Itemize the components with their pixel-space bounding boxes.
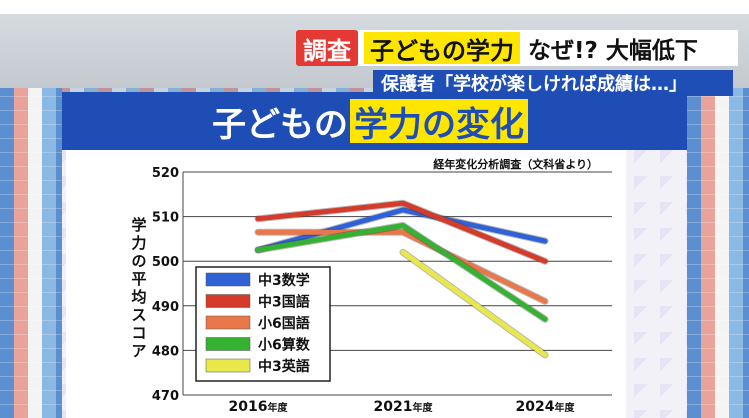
news-badge: 調査: [296, 30, 358, 66]
y-tick-label: 500: [152, 255, 179, 270]
x-tick-label: 2024年度: [516, 399, 576, 415]
legend-swatch: [205, 337, 251, 351]
y-axis-label-char: 学: [131, 216, 146, 234]
legend-label: 中3数学: [258, 272, 310, 289]
legend-swatch: [205, 315, 251, 330]
y-axis-label-char: ア: [131, 342, 146, 360]
board-title-white: 子どもの: [212, 104, 348, 145]
y-axis-label-char: ス: [131, 306, 146, 324]
y-axis-label-char: 平: [131, 270, 146, 288]
legend-label: 小6国語: [258, 315, 310, 332]
x-tick-label: 2016年度: [229, 399, 289, 415]
headline-text: なぜ!? 大幅低下: [528, 38, 698, 64]
legend-swatch: [205, 272, 251, 287]
chart-source: 経年変化分析調査（文科省より）: [433, 157, 598, 171]
subtitle-bar: 保護者「学校が楽しければ成績は…」: [373, 70, 733, 96]
series-line: [255, 229, 548, 304]
legend-label: 中3国語: [258, 294, 310, 311]
x-tick-labels: 2016年度 2021年度 2024年度: [229, 399, 576, 415]
y-tick-label: 490: [152, 300, 179, 315]
legend-label: 中3英語: [258, 358, 310, 375]
y-tick-labels: 470 480 490 500 510 520: [152, 166, 179, 404]
legend-label: 小6算数: [258, 337, 311, 354]
series-line: [400, 249, 548, 358]
mosaic-wall-right: [687, 88, 749, 418]
legend-swatch: [205, 358, 251, 373]
y-axis-label-char: 均: [131, 288, 146, 306]
x-tick-label: 2021年度: [374, 399, 434, 415]
y-tick-label: 480: [152, 344, 179, 359]
series-line: [255, 223, 548, 322]
series-line: [255, 207, 548, 253]
y-tick-label: 510: [152, 211, 179, 226]
y-tick-label: 520: [152, 166, 179, 181]
y-axis-label-char: コ: [131, 324, 146, 342]
headline-highlight: 子どもの学力: [364, 32, 520, 65]
board-title-yellow: 学力の変化: [350, 99, 528, 145]
board-title: 子どもの 学力の変化: [212, 98, 528, 145]
series-line: [255, 200, 548, 264]
mosaic-wall-left: [0, 88, 62, 418]
y-axis-label-char: の: [131, 252, 146, 270]
y-axis-label-char: 力: [131, 234, 146, 252]
headline-bar: 子どもの学力 なぜ!? 大幅低下: [358, 30, 738, 66]
legend-swatch: [205, 294, 251, 308]
chart-panel: [66, 150, 626, 418]
y-tick-label: 470: [152, 389, 179, 404]
chart-series: [254, 199, 549, 359]
